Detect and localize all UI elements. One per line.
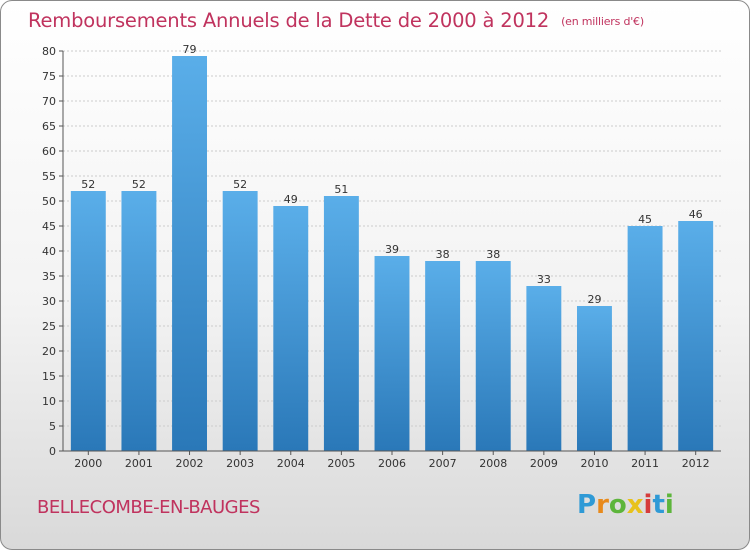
y-tick-label: 15 <box>42 370 56 383</box>
bar <box>425 261 461 451</box>
data-label: 38 <box>486 248 500 261</box>
bar <box>526 286 562 451</box>
logo-letter: r <box>596 490 609 520</box>
logo-letter: o <box>608 490 627 520</box>
data-label: 46 <box>689 208 703 221</box>
y-tick-label: 75 <box>42 70 56 83</box>
x-tick-label: 2011 <box>631 457 659 470</box>
y-tick-label: 70 <box>42 95 56 108</box>
x-tick-label: 2002 <box>176 457 204 470</box>
y-tick-label: 30 <box>42 295 56 308</box>
bar <box>374 256 410 451</box>
data-label: 52 <box>132 178 146 191</box>
y-tick-label: 45 <box>42 220 56 233</box>
x-tick-label: 2005 <box>327 457 355 470</box>
y-tick-label: 40 <box>42 245 56 258</box>
bar <box>627 226 663 451</box>
bar <box>121 191 157 451</box>
y-tick-label: 20 <box>42 345 56 358</box>
y-tick-label: 0 <box>49 445 56 458</box>
chart-title: Remboursements Annuels de la Dette de 20… <box>28 9 644 32</box>
y-tick-label: 55 <box>42 170 56 183</box>
y-tick-label: 65 <box>42 120 56 133</box>
bars <box>70 56 714 451</box>
y-tick-label: 80 <box>42 45 56 58</box>
y-tick-label: 60 <box>42 145 56 158</box>
x-tick-label: 2003 <box>226 457 254 470</box>
bar <box>222 191 258 451</box>
bar <box>678 221 714 451</box>
bar <box>70 191 106 451</box>
x-tick-label: 2006 <box>378 457 406 470</box>
x-tick-label: 2010 <box>580 457 608 470</box>
labels: 0 5 10 15 20 25 30 35 40 45 50 55 60 65 70 75 80 52 2000 52… <box>42 43 710 470</box>
data-label: 45 <box>638 213 652 226</box>
logo-letter: i <box>664 490 674 520</box>
logo-letter: P <box>577 490 597 520</box>
bar <box>172 56 208 451</box>
bar <box>273 206 309 451</box>
x-tick-label: 2000 <box>74 457 102 470</box>
y-tick-label: 35 <box>42 270 56 283</box>
x-tick-label: 2007 <box>429 457 457 470</box>
chart-subtitle: (en milliers d'€) <box>561 15 644 28</box>
x-tick-label: 2009 <box>530 457 558 470</box>
x-tick-label: 2001 <box>125 457 153 470</box>
logo-letter: i <box>643 490 653 520</box>
data-label: 49 <box>284 193 298 206</box>
data-label: 51 <box>334 183 348 196</box>
bar <box>475 261 511 451</box>
data-label: 52 <box>81 178 95 191</box>
bar <box>323 196 359 451</box>
data-label: 52 <box>233 178 247 191</box>
data-label: 79 <box>183 43 197 56</box>
x-tick-label: 2008 <box>479 457 507 470</box>
y-tick-label: 10 <box>42 395 56 408</box>
x-tick-label: 2012 <box>682 457 710 470</box>
data-label: 33 <box>537 273 551 286</box>
logo-letter: t <box>652 490 665 520</box>
y-tick-label: 25 <box>42 320 56 333</box>
axes <box>59 50 721 455</box>
chart-title-text: Remboursements Annuels de la Dette de 20… <box>28 9 550 32</box>
x-tick-label: 2004 <box>277 457 305 470</box>
commune-name: BELLECOMBE-EN-BAUGES <box>37 497 260 518</box>
y-tick-label: 50 <box>42 195 56 208</box>
bar <box>576 306 612 451</box>
proxiti-logo: Proxiti <box>577 490 674 520</box>
y-tick-label: 5 <box>49 420 56 433</box>
logo-letter: x <box>626 490 644 520</box>
data-label: 29 <box>587 293 601 306</box>
data-label: 38 <box>436 248 450 261</box>
data-label: 39 <box>385 243 399 256</box>
